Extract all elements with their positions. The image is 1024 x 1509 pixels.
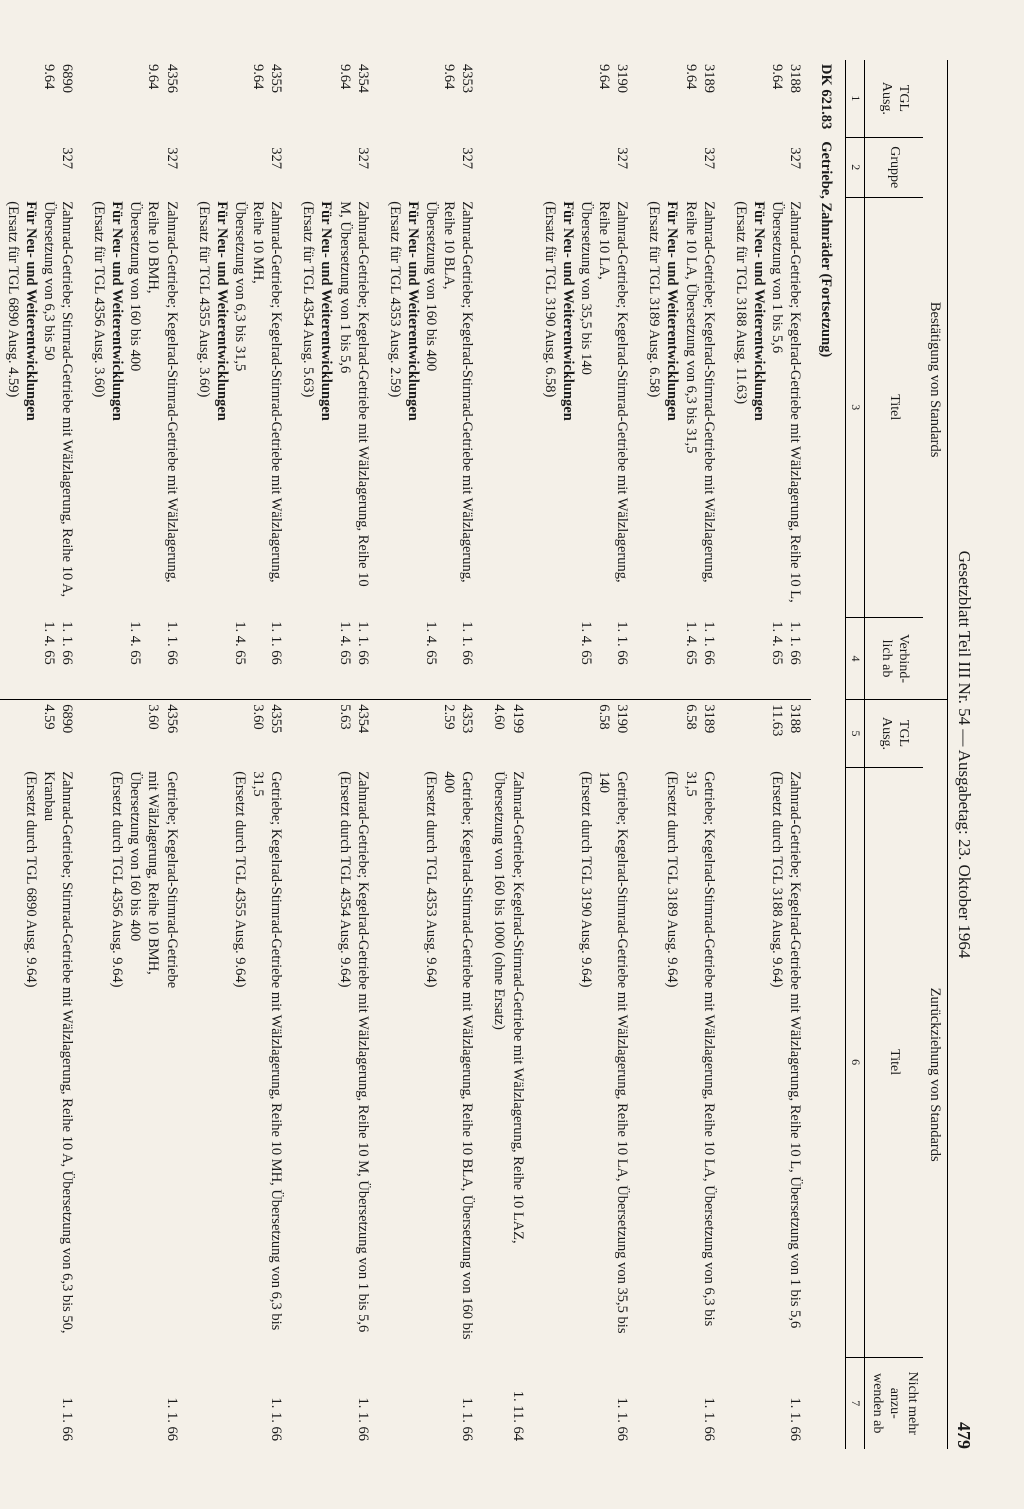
titel-a-cell: Zahnrad-Getriebe; Kegelrad-Getriebe mit … — [725, 197, 812, 617]
col-tgl-b: TGL Ausg. — [865, 700, 923, 768]
titel-a-cell: Zahnrad-Getriebe; Kegelrad-Stirnrad-Getr… — [83, 197, 188, 617]
titel-a-cell: Zahnrad-Getriebe; Kegelrad-Stirnrad-Getr… — [188, 197, 293, 617]
nicht-mehr-cell: 1. 1. 66 — [379, 1357, 484, 1449]
colnum-3: 3 — [846, 197, 865, 617]
page-number: 479 — [953, 1422, 974, 1449]
header-rule — [947, 60, 948, 1449]
gruppe-cell: 327 — [638, 137, 725, 197]
dates-a-cell: 1. 1. 661. 4. 65 — [638, 617, 725, 700]
tgl-a-cell: 43559.64 — [188, 60, 293, 137]
tgl-b-cell: 31906.58 — [534, 700, 639, 768]
tgl-b-cell: 68904.59 — [0, 700, 83, 768]
col-titel-b: Titel — [865, 767, 923, 1357]
table-row: 43549.64327Zahnrad-Getriebe; Kegelrad-Ge… — [292, 60, 379, 1449]
header-title: Gesetzblatt Teil III Nr. 54 — Ausgabetag… — [955, 551, 974, 959]
dates-a-cell: 1. 1. 661. 4. 65 — [0, 617, 83, 700]
nicht-mehr-cell: 1. 1. 66 — [292, 1357, 379, 1449]
tgl-a-cell — [483, 60, 533, 137]
dates-a-cell: 1. 1. 66 1. 4. 65 — [188, 617, 293, 700]
tgl-b-cell: 31896.58 — [638, 700, 725, 768]
gruppe-cell: 327 — [292, 137, 379, 197]
dates-a-cell: 1. 1. 661. 4. 65 — [292, 617, 379, 700]
gruppe-cell — [483, 137, 533, 197]
section-dk: DK 621.83 — [811, 60, 846, 137]
tgl-a-cell: 43539.64 — [379, 60, 484, 137]
table-row: 41994.60Zahnrad-Getriebe; Kegelrad-Stirn… — [483, 60, 533, 1449]
tgl-a-cell: 31889.64 — [725, 60, 812, 137]
gruppe-cell: 327 — [83, 137, 188, 197]
colnum-6: 6 — [846, 767, 865, 1357]
dates-a-cell: 1. 1. 66 1. 4. 65 — [534, 617, 639, 700]
table-row: 68909.64327Zahnrad-Getriebe; Stirnrad-Ge… — [0, 60, 83, 1449]
colnum-1: 1 — [846, 60, 865, 137]
nicht-mehr-cell: 1. 1. 66 — [638, 1357, 725, 1449]
tgl-b-cell: 43563.60 — [83, 700, 188, 768]
colnum-4: 4 — [846, 617, 865, 700]
titel-b-cell: Getriebe; Kegelrad-Stirnrad-Getriebe mit… — [188, 767, 293, 1357]
tgl-b-cell: 43553.60 — [188, 700, 293, 768]
col-gruppe: Gruppe — [865, 137, 923, 197]
col-verbind: Verbind- lich ab — [865, 617, 923, 700]
titel-a-cell — [483, 197, 533, 617]
col-nicht-mehr: Nicht mehr anzu- wenden ab — [865, 1357, 923, 1449]
titel-a-cell: Zahnrad-Getriebe; Kegelrad-Stirnrad-Getr… — [379, 197, 484, 617]
nicht-mehr-cell: 1. 1. 66 — [83, 1357, 188, 1449]
titel-b-cell: Getriebe; Kegelrad-Stirnrad-Getriebe mit… — [638, 767, 725, 1357]
dates-a-cell: 1. 1. 66 1. 4. 65 — [83, 617, 188, 700]
tgl-a-cell: 68909.64 — [0, 60, 83, 137]
table-row: 43539.64327Zahnrad-Getriebe; Kegelrad-St… — [379, 60, 484, 1449]
titel-b-cell: Zahnrad-Getriebe; Stirnrad-Getriebe mit … — [0, 767, 83, 1357]
titel-a-cell: Zahnrad-Getriebe; Kegelrad-Stirnrad-Getr… — [638, 197, 725, 617]
table-row: 31899.64327Zahnrad-Getriebe; Kegelrad-St… — [638, 60, 725, 1449]
gruppe-cell: 327 — [0, 137, 83, 197]
nicht-mehr-cell: 1. 1. 66 — [725, 1357, 812, 1449]
standards-table: Bestätigung von Standards Zurückziehung … — [0, 60, 947, 1449]
gruppe-cell: 327 — [725, 137, 812, 197]
titel-b-cell: Zahnrad-Getriebe; Kegelrad-Getriebe mit … — [292, 767, 379, 1357]
nicht-mehr-cell: 1. 11. 64 — [483, 1357, 533, 1449]
tgl-a-cell: 31899.64 — [638, 60, 725, 137]
tgl-b-cell: 318811.63 — [725, 700, 812, 768]
titel-b-cell: Zahnrad-Getriebe; Kegelrad-Getriebe mit … — [725, 767, 812, 1357]
table-row: 43569.64327Zahnrad-Getriebe; Kegelrad-St… — [83, 60, 188, 1449]
titel-a-cell: Zahnrad-Getriebe; Kegelrad-Stirnrad-Getr… — [534, 197, 639, 617]
colnum-2: 2 — [846, 137, 865, 197]
gruppe-cell: 327 — [379, 137, 484, 197]
titel-b-cell: Getriebe; Kegelrad-Stirnrad-Getriebemit … — [83, 767, 188, 1357]
col-group-a: Bestätigung von Standards — [923, 60, 947, 700]
section-row: DK 621.83 Getriebe, Zahnräder (Fortsetzu… — [811, 60, 846, 1449]
dates-a-cell: 1. 1. 661. 4. 65 — [725, 617, 812, 700]
table-row: 31909.64327Zahnrad-Getriebe; Kegelrad-St… — [534, 60, 639, 1449]
titel-b-cell: Zahnrad-Getriebe; Kegelrad-Stirnrad-Getr… — [483, 767, 533, 1357]
dates-a-cell: 1. 1. 66 1. 4. 65 — [379, 617, 484, 700]
section-label: Getriebe, Zahnräder (Fortsetzung) — [811, 137, 846, 1449]
nicht-mehr-cell: 1. 1. 66 — [534, 1357, 639, 1449]
page-header: Gesetzblatt Teil III Nr. 54 — Ausgabetag… — [954, 60, 974, 1449]
titel-a-cell: Zahnrad-Getriebe; Stirnrad-Getriebe mit … — [0, 197, 83, 617]
gruppe-cell: 327 — [534, 137, 639, 197]
colnum-5: 5 — [846, 700, 865, 768]
titel-a-cell: Zahnrad-Getriebe; Kegelrad-Getriebe mit … — [292, 197, 379, 617]
col-titel-a: Titel — [865, 197, 923, 617]
col-tgl-a: TGL Ausg. — [865, 60, 923, 137]
tgl-b-cell: 43545.63 — [292, 700, 379, 768]
colnum-7: 7 — [846, 1357, 865, 1449]
tgl-b-cell: 43532.59 — [379, 700, 484, 768]
titel-b-cell: Getriebe; Kegelrad-Stirnrad-Getriebe mit… — [379, 767, 484, 1357]
titel-b-cell: Getriebe; Kegelrad-Stirnrad-Getriebe mit… — [534, 767, 639, 1357]
table-row: 31889.64327Zahnrad-Getriebe; Kegelrad-Ge… — [725, 60, 812, 1449]
table-row: 43559.64327Zahnrad-Getriebe; Kegelrad-St… — [188, 60, 293, 1449]
nicht-mehr-cell: 1. 1. 66 — [0, 1357, 83, 1449]
col-group-b: Zurückziehung von Standards — [923, 700, 947, 1449]
gruppe-cell: 327 — [188, 137, 293, 197]
nicht-mehr-cell: 1. 1. 66 — [188, 1357, 293, 1449]
tgl-a-cell: 43549.64 — [292, 60, 379, 137]
dates-a-cell — [483, 617, 533, 700]
tgl-b-cell: 41994.60 — [483, 700, 533, 768]
tgl-a-cell: 43569.64 — [83, 60, 188, 137]
tgl-a-cell: 31909.64 — [534, 60, 639, 137]
